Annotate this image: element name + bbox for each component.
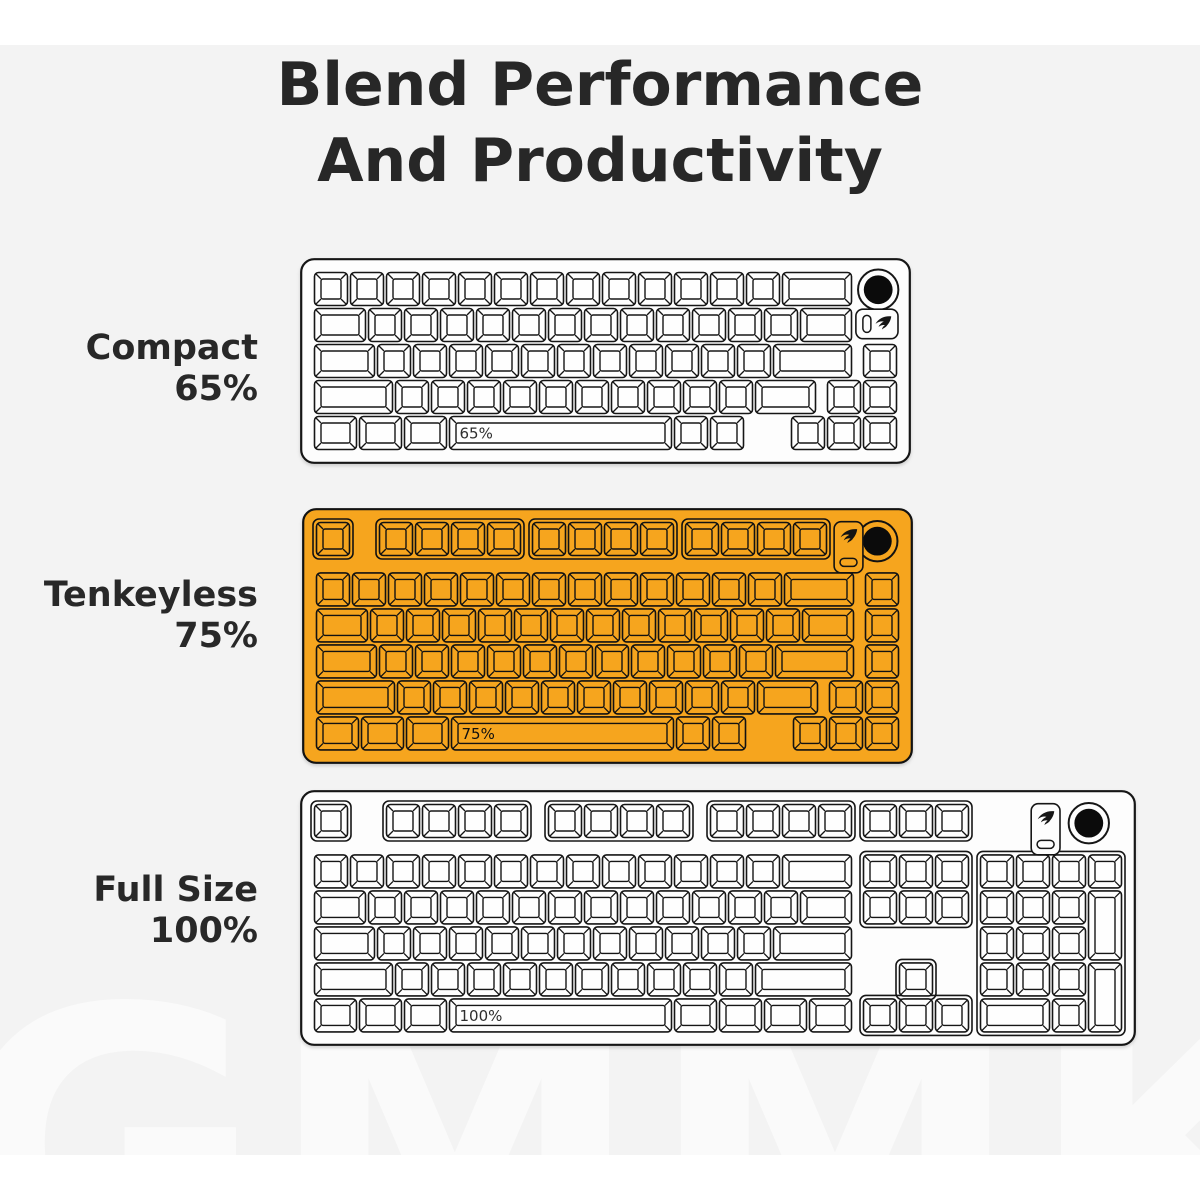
keyboard-name: Compact [85,328,258,368]
title-line-1: Blend Performance [276,50,924,120]
spacebar-size-label: 65% [460,425,493,443]
keyboard-100-illustration: 100% [300,790,1136,1046]
glorious-logo [840,529,858,544]
spacebar-size-label: 100% [460,1007,503,1025]
keyboard-name: Tenkeyless [43,575,258,615]
label-full-size-100: Full Size 100% [0,870,258,952]
title-line-2: And Productivity [317,126,883,196]
keyboard-name: Full Size [93,870,258,910]
keyboard-percent: 65% [174,369,258,409]
label-compact-65: Compact 65% [0,328,258,410]
label-tenkeyless-75: Tenkeyless 75% [0,575,258,657]
keyboard-75-illustration: 75% [302,508,913,764]
page-title: Blend Performance And Productivity [0,47,1200,199]
glorious-logo [1037,811,1055,826]
glorious-logo [875,316,892,330]
keyboard-percent: 100% [149,911,258,951]
spacebar-size-label: 75% [462,725,495,743]
keyboard-percent: 75% [174,616,258,656]
keyboard-65-illustration: 65% [300,258,911,464]
